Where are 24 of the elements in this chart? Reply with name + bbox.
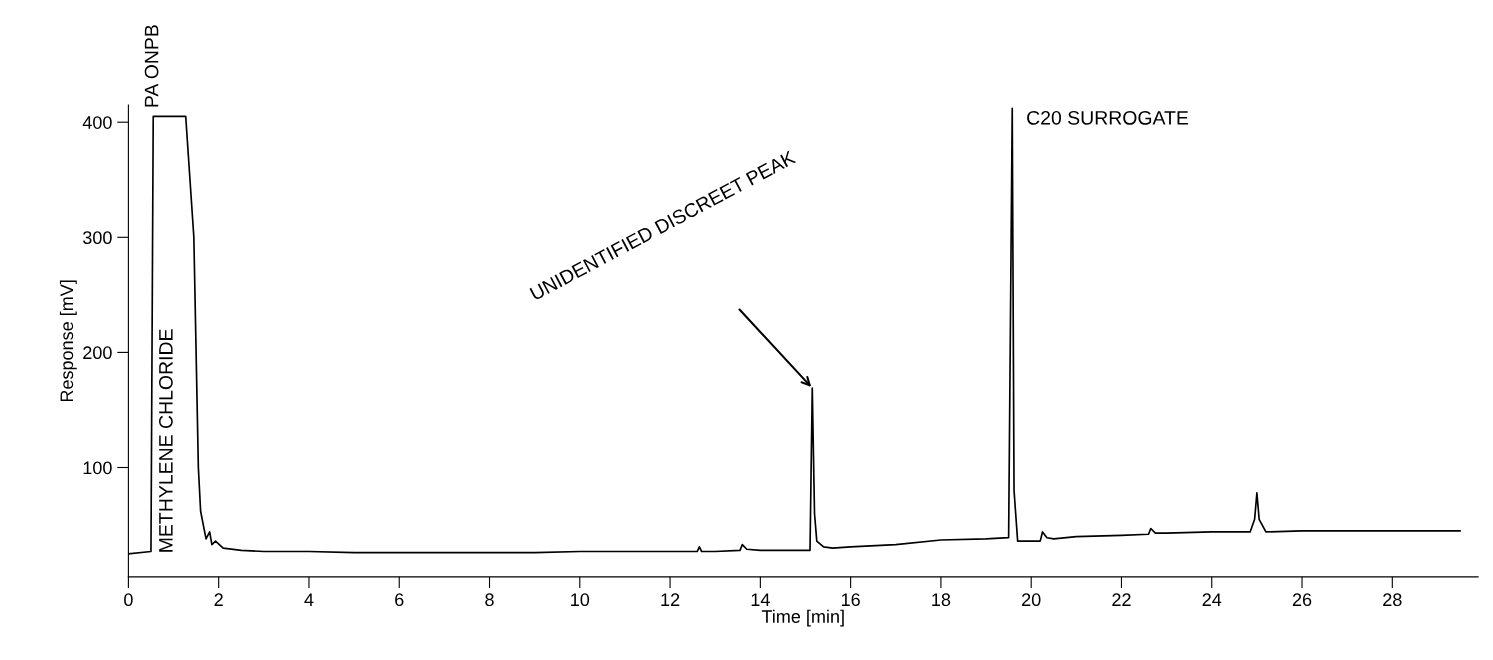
x-tick-label: 12 xyxy=(661,593,680,606)
x-tick-label: 8 xyxy=(485,593,494,607)
annotation: PA ONPB xyxy=(144,25,159,107)
annotation: C20 SURROGATE xyxy=(1027,110,1189,125)
x-tick-label: 18 xyxy=(932,593,951,607)
x-tick-label: 24 xyxy=(1202,593,1222,606)
y-tick-label: 400 xyxy=(82,116,112,129)
x-tick-label: 0 xyxy=(124,593,133,607)
x-tick-label: 6 xyxy=(395,593,404,607)
y-tick-label: 100 xyxy=(83,461,112,475)
x-tick-label: 22 xyxy=(1112,593,1131,606)
x-tick-label: 26 xyxy=(1292,593,1312,607)
x-tick-label: 10 xyxy=(571,593,590,607)
y-tick-label: 300 xyxy=(82,231,112,245)
x-tick-label: 28 xyxy=(1383,593,1402,607)
annotation: METHYLENE CHLORIDE xyxy=(158,329,173,552)
x-tick-label: 2 xyxy=(214,593,223,606)
y-tick-label: 200 xyxy=(83,346,112,360)
x-tick-label: 4 xyxy=(304,593,314,606)
x-tick-label: 20 xyxy=(1022,593,1041,607)
x-tick-label: 16 xyxy=(841,593,860,607)
y-axis-title: Response [mV] xyxy=(59,280,77,402)
x-tick-label: 14 xyxy=(751,593,770,606)
x-axis-title: Time [min] xyxy=(761,609,844,627)
